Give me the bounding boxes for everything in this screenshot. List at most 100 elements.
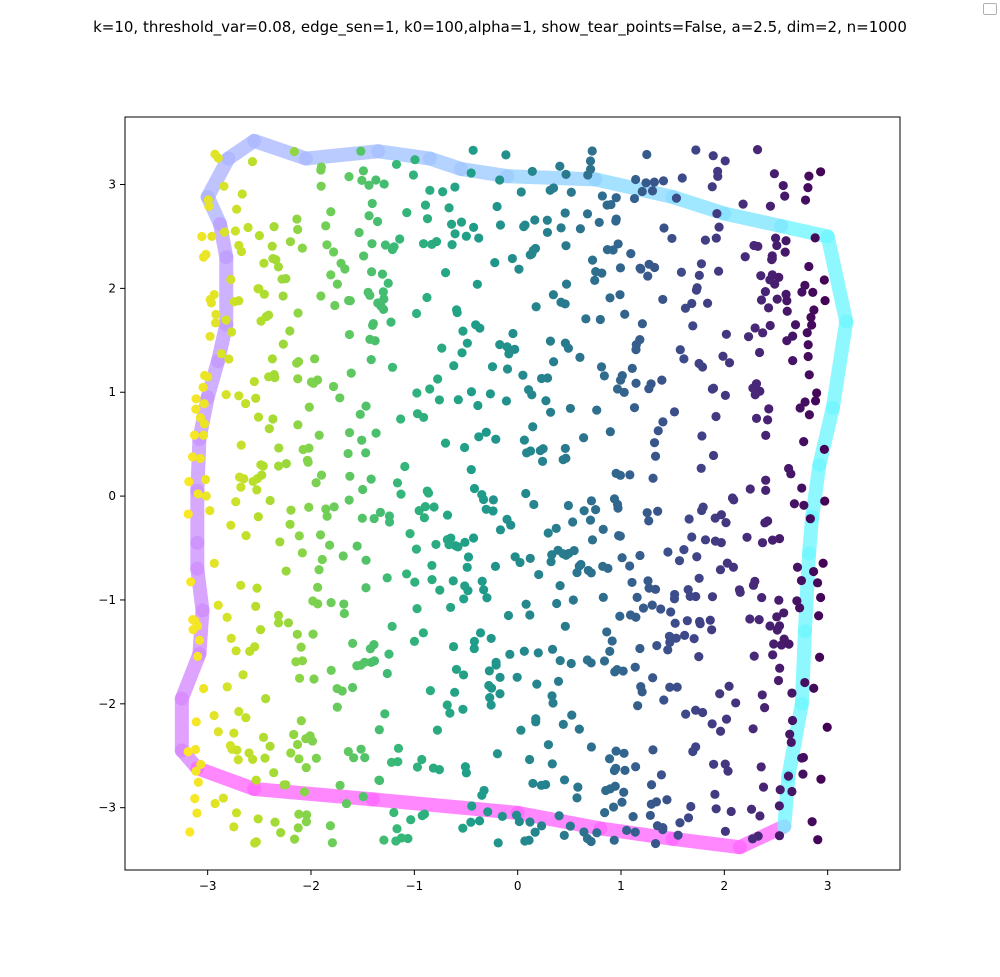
scatter-point <box>417 811 427 821</box>
scatter-point <box>384 649 394 659</box>
scatter-point <box>585 156 596 166</box>
scatter-point <box>196 759 206 769</box>
scatter-point <box>236 440 246 450</box>
scatter-point <box>807 817 817 827</box>
scatter-point <box>260 753 270 763</box>
scatter-point <box>684 514 694 524</box>
scatter-point <box>303 457 313 467</box>
scatter-point <box>371 175 381 185</box>
scatter-point <box>543 740 554 750</box>
scatter-point <box>727 493 738 503</box>
scatter-point <box>774 801 784 811</box>
scatter-point <box>613 239 623 249</box>
scatter-point <box>348 682 358 693</box>
boundary-segment <box>820 229 854 329</box>
scatter-point <box>694 573 704 583</box>
scatter-point <box>671 193 682 203</box>
scatter-point <box>598 592 608 602</box>
boundary-segment <box>298 144 386 166</box>
scatter-point <box>528 422 538 432</box>
scatter-point <box>294 673 305 683</box>
boundary-segment <box>500 169 603 187</box>
x-tick-label: 2 <box>721 879 729 893</box>
scatter-point <box>457 348 467 358</box>
scatter-point <box>211 309 221 320</box>
scatter-point <box>669 407 680 417</box>
scatter-point <box>632 592 642 602</box>
scatter-point <box>237 189 247 199</box>
scatter-point <box>648 745 658 755</box>
scatter-point <box>788 355 798 366</box>
scatter-point <box>561 453 571 463</box>
scatter-point <box>330 300 340 311</box>
scatter-point <box>452 307 462 318</box>
scatter-point <box>694 270 704 280</box>
scatter-point <box>249 376 259 387</box>
scatter-point <box>698 707 708 718</box>
scatter-point <box>524 754 535 765</box>
scatter-point <box>764 404 774 414</box>
scatter-point <box>698 502 708 512</box>
y-tick-label: 1 <box>108 385 116 399</box>
scatter-point <box>448 576 458 586</box>
scatter-point <box>289 729 299 740</box>
scatter-point <box>481 427 491 437</box>
scatter-point <box>653 506 663 516</box>
scatter-point <box>293 356 304 367</box>
scatter-point <box>569 545 579 556</box>
scatter-point <box>594 217 604 228</box>
scatter-point <box>723 766 733 776</box>
scatter-point <box>714 222 724 232</box>
scatter-point <box>547 644 558 654</box>
scatter-point <box>383 278 393 288</box>
scatter-point <box>809 683 819 693</box>
scatter-point <box>680 303 691 313</box>
scatter-point <box>191 404 201 414</box>
scatter-point <box>296 642 306 652</box>
scatter-point <box>650 838 661 849</box>
scatter-point <box>359 251 369 261</box>
scatter-point <box>406 815 416 825</box>
scatter-point <box>226 274 236 285</box>
scatter-point <box>477 576 487 586</box>
chart-title: k=10, threshold_var=0.08, edge_sen=1, k0… <box>93 18 907 37</box>
y-tick-label: 2 <box>108 281 116 295</box>
scatter-point <box>508 328 518 339</box>
scatter-point <box>631 345 641 355</box>
y-tick-label: −1 <box>98 593 116 607</box>
scatter-point <box>754 347 765 358</box>
scatter-point <box>193 621 203 631</box>
scatter-point <box>790 320 801 330</box>
scatter-point <box>361 401 371 411</box>
scatter-point <box>427 560 437 571</box>
scatter-point <box>474 233 484 243</box>
scatter-point <box>543 528 553 538</box>
scatter-point <box>631 378 641 388</box>
scatter-point <box>749 651 759 661</box>
scatter-point <box>559 775 570 785</box>
scatter-point <box>296 716 306 726</box>
scatter-point <box>816 167 826 177</box>
scatter-point <box>495 672 505 682</box>
scatter-point <box>648 673 658 683</box>
scatter-point <box>586 568 596 578</box>
scatter-point <box>604 754 615 764</box>
scatter-point <box>317 554 327 565</box>
scatter-point <box>322 240 332 250</box>
scatter-point <box>625 470 635 480</box>
scatter-point <box>819 275 829 285</box>
scatter-point <box>473 400 483 411</box>
scatter-point <box>658 417 668 427</box>
scatter-point <box>750 576 760 586</box>
scatter-point <box>269 222 279 232</box>
scatter-point <box>191 717 201 727</box>
scatter-point <box>802 328 812 338</box>
scatter-point <box>773 675 784 686</box>
scatter-point <box>711 233 721 243</box>
scatter-point <box>293 224 303 235</box>
scatter-point <box>681 709 691 719</box>
scatter-point <box>458 823 468 833</box>
scatter-point <box>765 201 776 211</box>
scatter-point <box>293 420 303 430</box>
scatter-point <box>483 807 493 817</box>
